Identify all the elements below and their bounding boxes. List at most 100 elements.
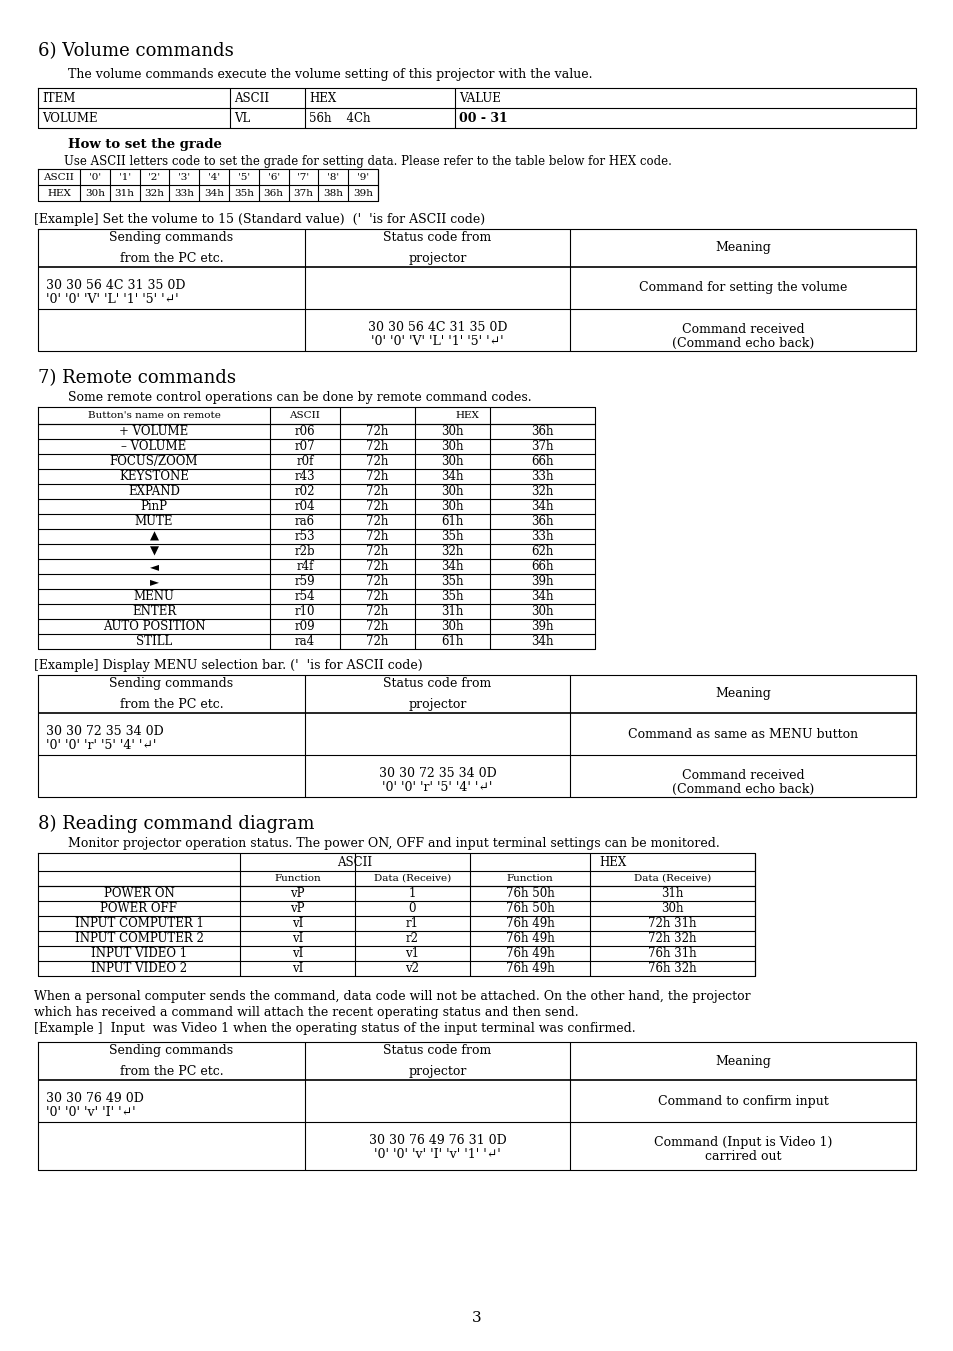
Text: 72h: 72h [366,561,388,573]
Text: r1: r1 [406,917,418,929]
Text: ▼: ▼ [150,544,158,558]
Text: r02: r02 [294,485,314,499]
Text: 72h: 72h [366,544,388,558]
Text: – VOLUME: – VOLUME [121,440,187,453]
Text: INPUT COMPUTER 1: INPUT COMPUTER 1 [74,917,203,929]
Text: VALUE: VALUE [458,92,500,104]
Text: ENTER: ENTER [132,605,176,617]
Text: INPUT COMPUTER 2: INPUT COMPUTER 2 [74,932,203,944]
Text: The volume commands execute the volume setting of this projector with the value.: The volume commands execute the volume s… [68,68,592,81]
Text: ▲: ▲ [150,530,158,543]
Text: r0f: r0f [296,455,314,467]
Text: Command to confirm input: Command to confirm input [657,1094,827,1108]
Text: 72h: 72h [366,635,388,648]
Text: 72h: 72h [366,576,388,588]
Text: 33h: 33h [531,470,553,484]
Text: Some remote control operations can be done by remote command codes.: Some remote control operations can be do… [68,390,531,404]
Text: POWER ON: POWER ON [104,888,174,900]
Text: Command received: Command received [681,323,803,336]
Text: 36h: 36h [531,426,553,438]
Text: '3': '3' [178,173,191,181]
Text: FOCUS/ZOOM: FOCUS/ZOOM [110,455,198,467]
Text: 61h: 61h [441,515,463,528]
Text: Command received: Command received [681,769,803,782]
Text: 66h: 66h [531,455,553,467]
Text: 72h: 72h [366,455,388,467]
Text: 56h    4Ch: 56h 4Ch [309,112,370,124]
Text: Meaning: Meaning [715,688,770,701]
Text: v2: v2 [405,962,419,975]
Text: 76h 31h: 76h 31h [647,947,696,961]
Text: [Example] Set the volume to 15 (Standard value)  ('  'is for ASCII code): [Example] Set the volume to 15 (Standard… [34,213,485,226]
Text: 39h: 39h [353,189,373,197]
Text: 7) Remote commands: 7) Remote commands [38,369,235,386]
Text: AUTO POSITION: AUTO POSITION [103,620,205,634]
Text: 34h: 34h [531,590,553,603]
Text: carrired out: carrired out [704,1150,781,1163]
Text: Data (Receive): Data (Receive) [633,874,710,884]
Text: 76h 49h: 76h 49h [505,962,554,975]
Text: r06: r06 [294,426,315,438]
Text: VL: VL [233,112,250,124]
Text: 33h: 33h [531,530,553,543]
Text: 30 30 56 4C 31 35 0D: 30 30 56 4C 31 35 0D [46,280,185,292]
Text: When a personal computer sends the command, data code will not be attached. On t: When a personal computer sends the comma… [34,990,750,1002]
Text: MUTE: MUTE [134,515,173,528]
Text: ra6: ra6 [294,515,314,528]
Text: 62h: 62h [531,544,553,558]
Text: POWER OFF: POWER OFF [100,902,177,915]
Text: '6': '6' [268,173,279,181]
Text: 72h: 72h [366,530,388,543]
Text: 72h 32h: 72h 32h [648,932,696,944]
Text: 76h 49h: 76h 49h [505,932,554,944]
Text: 30h: 30h [660,902,683,915]
Text: '8': '8' [327,173,339,181]
Text: HEX: HEX [456,411,479,420]
Text: 38h: 38h [323,189,343,197]
Text: Meaning: Meaning [715,1055,770,1067]
Text: + VOLUME: + VOLUME [119,426,189,438]
Text: 37h: 37h [294,189,314,197]
Text: 1: 1 [409,888,416,900]
Text: HEX: HEX [47,189,71,197]
Text: 72h: 72h [366,620,388,634]
Text: r2: r2 [406,932,418,944]
Text: ra4: ra4 [294,635,314,648]
Text: r59: r59 [294,576,315,588]
Text: How to set the grade: How to set the grade [68,138,222,151]
Text: 30h: 30h [441,485,463,499]
Text: 30h: 30h [441,440,463,453]
Text: '7': '7' [297,173,309,181]
Text: 6) Volume commands: 6) Volume commands [38,42,233,59]
Text: ►: ► [150,576,158,588]
Text: 32h: 32h [531,485,553,499]
Text: HEX: HEX [309,92,335,104]
Text: 35h: 35h [441,576,463,588]
Text: 00 - 31: 00 - 31 [458,112,507,124]
Text: 31h: 31h [441,605,463,617]
Text: 34h: 34h [441,561,463,573]
Text: MENU: MENU [133,590,174,603]
Text: Use ASCII letters code to set the grade for setting data. Please refer to the ta: Use ASCII letters code to set the grade … [64,155,671,168]
Text: 37h: 37h [531,440,553,453]
Text: '0' '0' 'V' 'L' '1' '5' '↵': '0' '0' 'V' 'L' '1' '5' '↵' [46,293,178,305]
Text: r09: r09 [294,620,315,634]
Text: ◄: ◄ [150,561,158,573]
Text: 30h: 30h [531,605,553,617]
Text: 76h 32h: 76h 32h [647,962,696,975]
Text: 72h: 72h [366,470,388,484]
Text: which has received a command will attach the recent operating status and then se: which has received a command will attach… [34,1006,578,1019]
Text: 32h: 32h [441,544,463,558]
Text: '0' '0' 'r' '5' '4' '↵': '0' '0' 'r' '5' '4' '↵' [382,781,492,794]
Text: 76h 50h: 76h 50h [505,888,554,900]
Text: r53: r53 [294,530,315,543]
Text: 76h 50h: 76h 50h [505,902,554,915]
Text: 34h: 34h [204,189,224,197]
Text: 36h: 36h [263,189,283,197]
Text: 0: 0 [408,902,416,915]
Text: r43: r43 [294,470,315,484]
Text: (Command echo back): (Command echo back) [671,336,813,350]
Text: Status code from
projector: Status code from projector [383,1044,491,1078]
Text: ASCII: ASCII [44,173,74,181]
Text: 72h 31h: 72h 31h [648,917,696,929]
